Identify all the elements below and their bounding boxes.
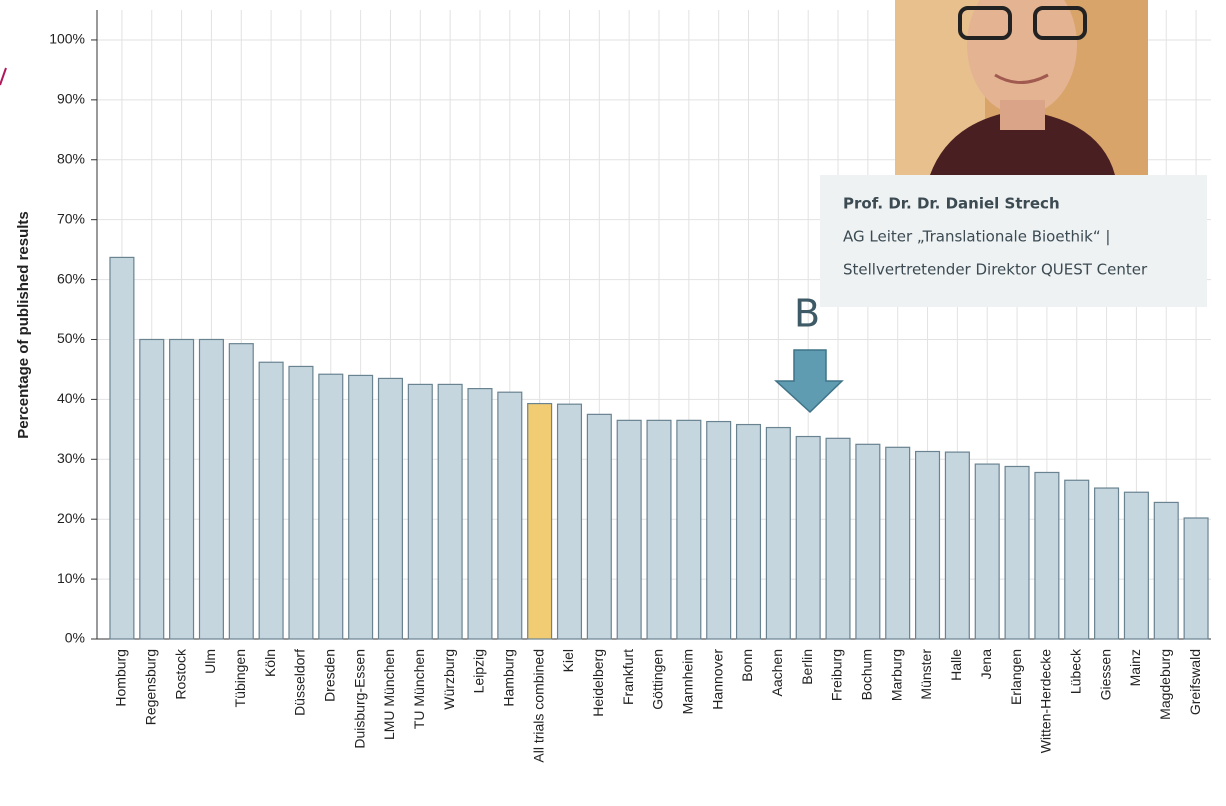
y-tick-label: 10% (57, 570, 85, 586)
bar (558, 404, 582, 639)
bar (110, 257, 134, 639)
x-tick-label: LMU München (381, 649, 397, 740)
x-tick-label: Homburg (113, 649, 129, 707)
x-tick-label: Hamburg (501, 649, 517, 707)
y-tick-label: 100% (49, 31, 85, 47)
bar (1005, 466, 1029, 639)
bar (140, 339, 164, 639)
x-tick-label: Würzburg (441, 649, 457, 710)
photo (895, 0, 1148, 175)
bar (1065, 480, 1089, 639)
x-tick-label: Halle (948, 649, 964, 681)
bar (289, 366, 313, 639)
y-tick-label: 0% (65, 630, 85, 646)
x-tick-label: Mannheim (680, 649, 696, 714)
bar (319, 374, 343, 639)
x-tick-label: Regensburg (142, 649, 158, 725)
y-tick-label: 70% (57, 210, 85, 226)
bar (1184, 518, 1208, 639)
bar (707, 422, 731, 639)
x-tick-label: Düsseldorf (292, 649, 308, 716)
bar (199, 339, 223, 639)
y-tick-label: 90% (57, 91, 85, 107)
x-tick-label: Berlin (799, 649, 815, 685)
bar (259, 362, 283, 639)
y-tick-label: 50% (57, 330, 85, 346)
y-tick-label: 20% (57, 510, 85, 526)
x-tick-label: All trials combined (530, 649, 546, 763)
x-tick-label: Bochum (859, 649, 875, 700)
bar (408, 384, 432, 639)
bar (438, 384, 462, 639)
x-tick-label: Ulm (202, 649, 218, 674)
bar (796, 437, 820, 639)
bar (856, 444, 880, 639)
x-tick-label: Freiburg (829, 649, 845, 701)
bar (677, 420, 701, 639)
bar (498, 392, 522, 639)
bar (737, 425, 761, 639)
x-tick-label: Bonn (739, 649, 755, 682)
y-axis-label: Percentage of published results (15, 211, 32, 439)
y-tick-label: 60% (57, 270, 85, 286)
bar (886, 447, 910, 639)
bar (170, 339, 194, 639)
bar (349, 375, 373, 639)
y-tick-label: 30% (57, 450, 85, 466)
x-tick-label: Greifswald (1187, 649, 1203, 715)
x-tick-label: Magdeburg (1157, 649, 1173, 720)
bar (975, 464, 999, 639)
x-tick-label: Hannover (709, 649, 725, 710)
chart: 0% 10% 20% 30% 40% 50% 60% 70% 80% 90% 100% Homburg… (0, 0, 1226, 801)
bar (1124, 492, 1148, 639)
x-tick-label: Aachen (769, 649, 785, 696)
bar (1154, 502, 1178, 639)
y-tick-label: 40% (57, 390, 85, 406)
bar (617, 420, 641, 639)
bar (1035, 472, 1059, 639)
x-tick-label: Duisburg-Essen (351, 649, 367, 749)
x-tick-label: Dresden (321, 649, 337, 702)
bar (379, 378, 403, 639)
bar (916, 451, 940, 639)
bar (1095, 488, 1119, 639)
page: 0% 10% 20% 30% 40% 50% 60% 70% 80% 90% 100% Homburg… (0, 0, 1226, 801)
bar (766, 428, 790, 639)
x-tick-label: Rostock (172, 648, 188, 700)
marker-label: B (794, 292, 820, 336)
marker-arrow (776, 350, 842, 412)
x-tick-label: Frankfurt (620, 649, 636, 705)
bar (229, 344, 253, 639)
bar (945, 452, 969, 639)
x-tick-label: Lübeck (1067, 648, 1083, 694)
x-tick-label: Witten-Herdecke (1038, 649, 1054, 753)
bar (647, 420, 671, 639)
caption-line: AG Leiter „Translationale Bioethik“ | (843, 228, 1110, 246)
bar (468, 389, 492, 639)
x-tick-label: Göttingen (650, 649, 666, 710)
x-tick-label: Leipzig (471, 649, 487, 693)
x-tick-label: Köln (262, 649, 278, 677)
x-tick-label: TU München (411, 649, 427, 729)
x-tick-label: Münster (918, 649, 934, 700)
caption-name: Prof. Dr. Dr. Daniel Strech (843, 195, 1060, 213)
bar (826, 438, 850, 639)
x-tick-label: Mainz (1127, 649, 1143, 686)
x-tick-label: Kiel (560, 649, 576, 672)
y-tick-label: 80% (57, 150, 85, 166)
x-tick-label: Jena (978, 649, 994, 680)
bar (587, 414, 611, 639)
decoration (0, 68, 6, 85)
x-tick-label: Heidelberg (590, 649, 606, 717)
x-tick-label: Erlangen (1008, 649, 1024, 705)
x-tick-label: Giessen (1097, 649, 1113, 700)
x-tick-label: Marburg (888, 649, 904, 701)
caption-line: Stellvertretender Direktor QUEST Center (843, 261, 1148, 279)
x-tick-label: Tübingen (232, 649, 248, 707)
bar (528, 404, 552, 639)
